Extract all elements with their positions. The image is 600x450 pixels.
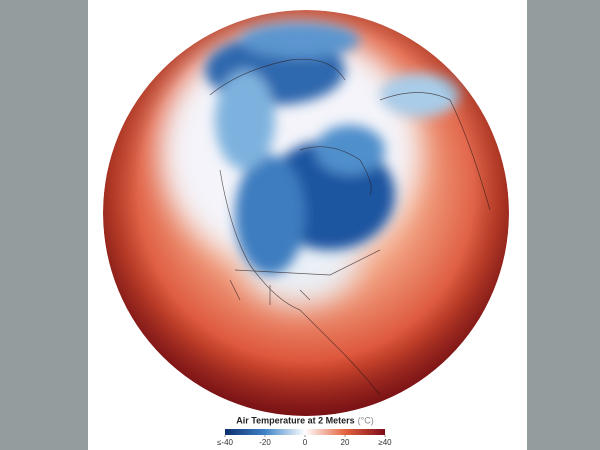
colorbar-tick-label: ≤-40 — [217, 438, 234, 447]
colorbar — [225, 429, 385, 435]
globe — [103, 10, 509, 416]
colorbar-tick-label: 0 — [303, 438, 308, 447]
colorbar-tick-label: ≥40 — [378, 438, 392, 447]
legend-title: Air Temperature at 2 Meters — [236, 415, 354, 425]
colorbar-tick-label: 20 — [341, 438, 350, 447]
legend-unit: (°C) — [358, 415, 374, 425]
colorbar-tick-label: -20 — [259, 438, 271, 447]
